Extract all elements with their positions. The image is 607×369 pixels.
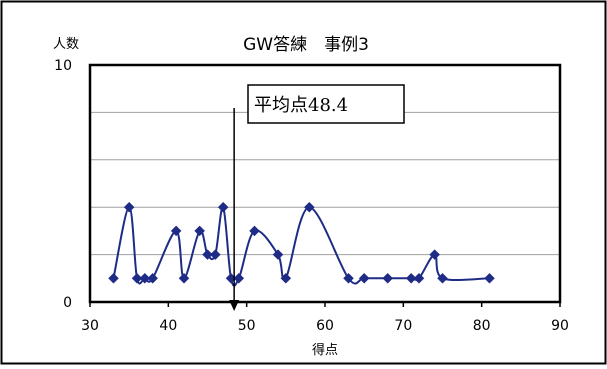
x-tick-label: 60 [316,318,334,334]
data-point [405,272,417,284]
data-point [382,272,394,284]
data-point [272,249,284,260]
data-point [123,201,135,213]
axis-ticks: 30 40 50 60 70 80 90 0 10 [54,58,569,334]
y-tick-label: 0 [63,295,72,311]
data-point [249,225,260,237]
y-tick-label: 10 [54,58,72,74]
data-point [233,272,245,284]
plot-area [88,63,562,304]
x-tick-label: 80 [473,318,491,334]
series-layer [108,201,495,287]
x-tick-label: 50 [238,318,256,334]
data-point [202,249,213,260]
data-point [139,272,151,284]
data-point [194,225,206,237]
x-tick-label: 70 [394,318,412,334]
data-point [280,272,292,284]
mean-label: 平均点48.4 [254,95,348,116]
data-point [178,272,190,284]
data-point [343,272,354,284]
data-point [217,201,229,213]
data-point [413,272,425,284]
x-axis-label: 得点 [312,342,338,358]
y-axis-label: 人数 [53,37,79,52]
data-point [108,272,119,284]
chart-title: GW答練 事例3 [243,35,369,55]
mean-annotation: 平均点48.4 [229,84,405,311]
data-point [358,272,370,284]
mean-label-box [247,84,405,124]
data-point [170,225,182,237]
x-tick-label: 40 [159,318,177,334]
data-point [131,272,143,284]
x-tick-label: 30 [81,318,99,334]
data-point [437,272,448,284]
data-point [429,249,441,260]
mean-arrowhead [229,300,240,311]
data-point [209,249,221,260]
data-point [303,201,315,213]
data-point [147,272,159,284]
data-point [484,272,495,284]
x-tick-label: 90 [551,318,569,334]
